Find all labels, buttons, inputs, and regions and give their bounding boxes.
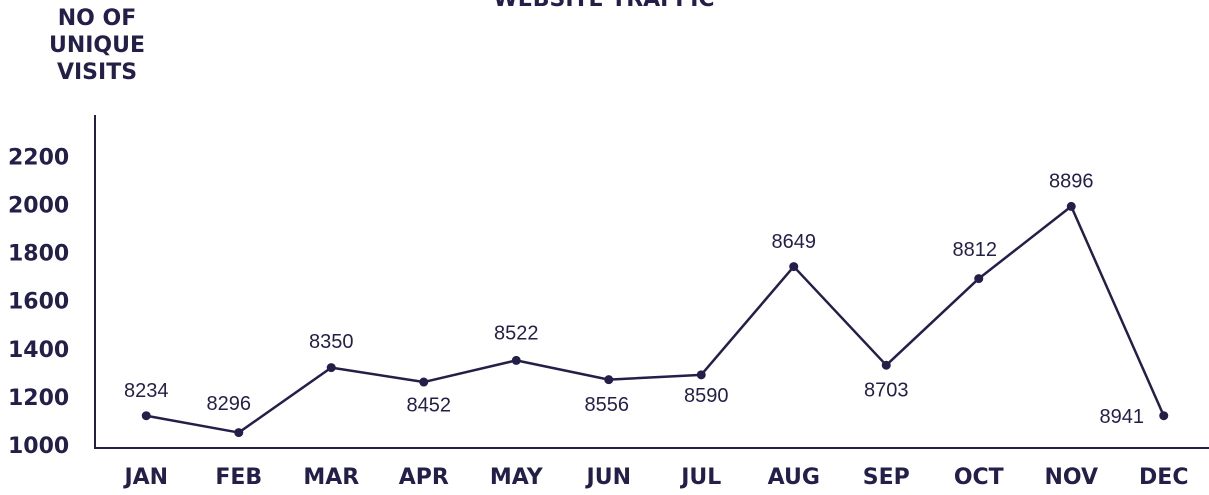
point [696,370,706,380]
y-tick-label: 1000 [8,434,69,459]
point [141,411,151,421]
annotation: 8812 [953,239,998,261]
annotation: 8590 [684,385,729,407]
point [419,377,429,387]
x-tick-label: MAY [490,465,544,490]
point [234,428,244,438]
point [1159,411,1169,421]
y-axis-label: UNIQUE [49,33,145,58]
x-tick-label: JUN [585,465,631,490]
y-tick-label: 1800 [8,242,69,267]
chart-title: WEBSITE TRAFFIC [493,0,714,12]
y-tick-label: 2000 [8,193,69,218]
y-tick-label: 1400 [8,338,69,363]
point [326,363,336,373]
point [974,274,984,284]
x-tick-label: JAN [122,465,168,490]
point [1066,201,1076,211]
annotation: 8234 [124,380,169,402]
x-tick-label: DEC [1139,465,1188,490]
y-axis-label: NO OF [58,6,137,31]
y-axis-label: VISITS [57,60,137,85]
point [604,375,614,385]
y-tick-label: 1600 [8,290,69,315]
y-tick-label: 2200 [8,145,69,170]
point [881,360,891,370]
annotation: 8296 [207,393,252,415]
annotation: 8452 [407,394,452,416]
point [511,355,521,365]
x-tick-label: APR [399,465,449,490]
x-tick-label: SEP [863,465,910,490]
annotation: 8649 [772,231,817,253]
x-tick-label: OCT [954,465,1004,490]
x-tick-label: AUG [768,465,820,490]
x-tick-label: JUL [679,465,721,490]
annotation: 8522 [494,323,539,345]
annotation: 8896 [1049,171,1094,193]
x-tick-label: FEB [215,465,262,490]
line [146,205,1165,434]
annotation: 8350 [309,331,354,353]
annotation: 8703 [864,379,909,401]
x-tick-label: MAR [303,465,359,490]
x-tick-label: NOV [1044,465,1098,490]
annotation: 8556 [585,394,630,416]
annotation: 8941 [1100,406,1145,428]
point [789,262,799,272]
y-tick-label: 1200 [8,386,69,411]
